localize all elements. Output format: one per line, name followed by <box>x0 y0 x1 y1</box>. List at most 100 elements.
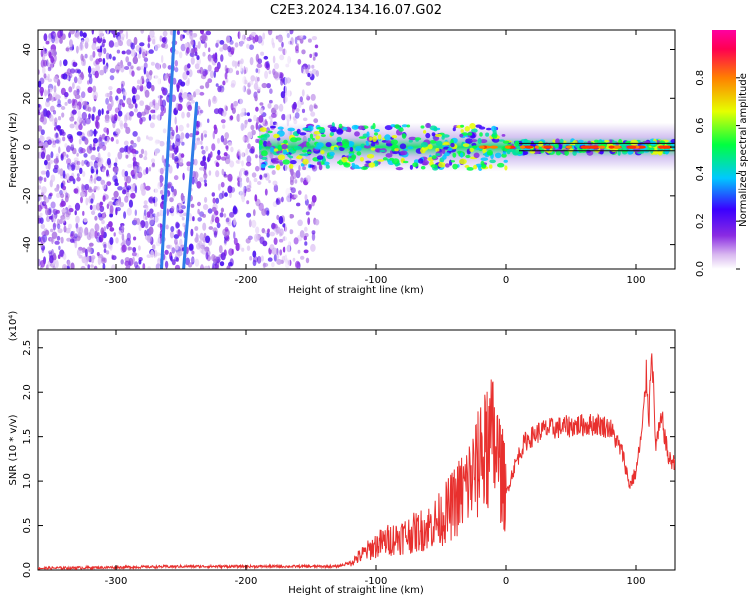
tone-blob <box>319 129 325 133</box>
y-tick-label: 2.5 <box>22 340 33 356</box>
noise-blob <box>167 208 169 216</box>
noise-blob <box>164 250 168 255</box>
noise-blob <box>61 237 64 244</box>
noise-blob <box>127 164 132 168</box>
tone-blob <box>535 149 540 154</box>
noise-blob <box>66 212 70 217</box>
noise-blob <box>55 260 59 268</box>
noise-blob <box>45 230 49 236</box>
noise-blob <box>119 33 125 39</box>
noise-blob <box>217 222 221 228</box>
tone-blob <box>261 164 266 168</box>
noise-blob <box>99 202 102 208</box>
noise-blob <box>294 237 299 244</box>
noise-blob <box>66 193 70 199</box>
tone-blob <box>495 153 502 159</box>
noise-blob <box>149 70 153 76</box>
noise-blob <box>266 61 270 68</box>
noise-blob <box>199 177 204 182</box>
tone-peak <box>506 146 511 149</box>
noise-blob <box>166 225 169 230</box>
noise-blob <box>306 258 309 264</box>
noise-blob <box>182 93 187 99</box>
noise-blob <box>92 86 96 93</box>
noise-blob <box>146 205 149 211</box>
noise-blob <box>291 187 296 193</box>
noise-blob <box>41 224 46 229</box>
noise-blob <box>124 66 129 70</box>
tone-blob <box>469 123 475 129</box>
noise-blob <box>124 196 128 203</box>
noise-blob <box>65 102 68 106</box>
noise-blob <box>113 191 118 198</box>
tone-blob <box>504 160 508 163</box>
noise-blob <box>220 261 224 266</box>
noise-blob <box>87 246 92 252</box>
noise-blob <box>306 94 308 98</box>
noise-blob <box>172 259 176 265</box>
noise-blob <box>46 170 50 178</box>
noise-blob <box>122 245 127 253</box>
noise-blob <box>202 156 205 161</box>
noise-blob <box>72 99 75 106</box>
noise-blob <box>49 216 53 220</box>
noise-blob <box>278 35 283 42</box>
noise-blob <box>82 112 87 120</box>
noise-blob <box>51 96 54 102</box>
tone-blob <box>330 126 337 132</box>
noise-blob <box>261 255 264 261</box>
noise-blob <box>299 35 303 39</box>
tone-blob <box>273 134 280 139</box>
noise-blob <box>235 42 239 47</box>
noise-blob <box>73 90 77 96</box>
noise-blob <box>197 70 201 74</box>
tone-blob <box>435 148 439 152</box>
noise-blob <box>98 109 101 116</box>
noise-blob <box>279 228 283 235</box>
noise-blob <box>51 202 56 209</box>
noise-blob <box>162 89 166 95</box>
colorbar-tick-label: 0.0 <box>695 261 706 277</box>
noise-blob <box>111 137 114 142</box>
tone-blob <box>486 128 492 131</box>
noise-blob <box>50 229 53 233</box>
noise-blob <box>57 99 61 105</box>
tone-blob <box>306 142 310 147</box>
tone-blob <box>329 152 335 156</box>
noise-blob <box>251 220 256 228</box>
noise-blob <box>94 216 97 221</box>
noise-blob <box>191 251 194 255</box>
tone-blob <box>371 147 376 150</box>
tone-blob <box>367 154 374 159</box>
noise-blob <box>56 193 60 198</box>
noise-blob <box>247 132 252 139</box>
noise-blob <box>304 236 307 241</box>
tone-blob <box>334 147 338 150</box>
noise-blob <box>148 137 153 141</box>
noise-blob <box>198 41 201 49</box>
snr-y-multiplier: (x10⁴) <box>8 311 19 342</box>
tone-blob <box>302 159 308 165</box>
noise-blob <box>229 212 234 218</box>
noise-blob <box>130 193 135 199</box>
noise-blob <box>56 132 59 138</box>
noise-blob <box>139 100 144 106</box>
noise-blob <box>50 151 53 158</box>
noise-blob <box>292 104 297 110</box>
noise-blob <box>73 231 75 237</box>
noise-blob <box>271 262 275 267</box>
tone-blob <box>294 146 302 150</box>
noise-blob <box>163 31 168 37</box>
noise-blob <box>149 226 154 234</box>
tone-blob <box>309 165 314 168</box>
noise-blob <box>246 177 249 183</box>
noise-blob <box>139 42 144 46</box>
noise-blob <box>218 184 221 191</box>
tone-blob <box>479 126 485 129</box>
noise-blob <box>107 158 111 165</box>
noise-blob <box>60 203 64 208</box>
noise-blob <box>81 266 86 271</box>
noise-blob <box>42 246 45 253</box>
noise-blob <box>38 236 41 242</box>
x-tick-label: -200 <box>235 576 258 587</box>
